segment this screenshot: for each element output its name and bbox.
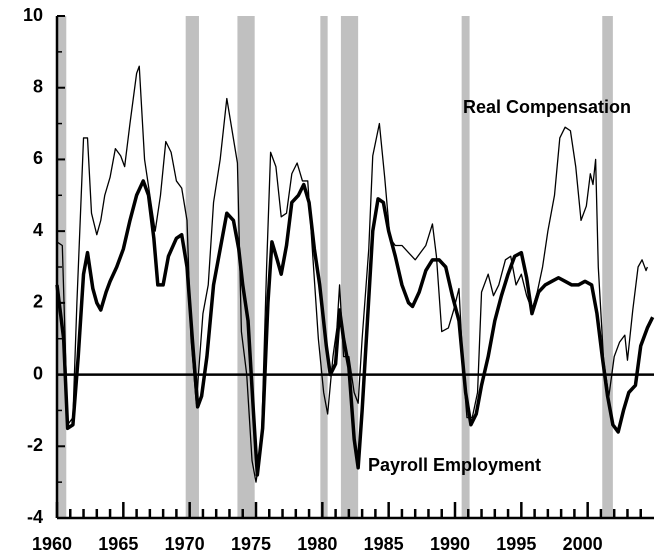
y-tick-label: 8 [33, 76, 43, 96]
recession-band [237, 16, 255, 518]
x-tick-label: 1965 [98, 534, 138, 554]
y-tick-label: 4 [33, 220, 43, 240]
x-tick-label: 1970 [165, 534, 205, 554]
recession-band [461, 16, 470, 518]
series-label: Real Compensation [463, 97, 631, 117]
x-tick-label: 1990 [430, 534, 470, 554]
y-tick-label: -2 [27, 435, 43, 455]
y-tick-label: 10 [23, 5, 43, 25]
recession-band [602, 16, 613, 518]
y-tick-label: 0 [33, 363, 43, 383]
y-tick-label: -4 [27, 507, 43, 527]
data-line [55, 179, 655, 477]
x-tick-label: 1995 [496, 534, 536, 554]
x-tick-label: 2000 [563, 534, 603, 554]
data-line [56, 65, 648, 483]
x-tick-label: 1960 [32, 534, 72, 554]
recession-band [320, 16, 328, 518]
y-tick-label: 6 [33, 148, 43, 168]
series-label: Payroll Employment [368, 455, 541, 475]
x-tick-label: 1980 [297, 534, 337, 554]
x-tick-label: 1975 [231, 534, 271, 554]
x-tick-label: 1985 [364, 534, 404, 554]
y-tick-label: 2 [33, 292, 43, 312]
